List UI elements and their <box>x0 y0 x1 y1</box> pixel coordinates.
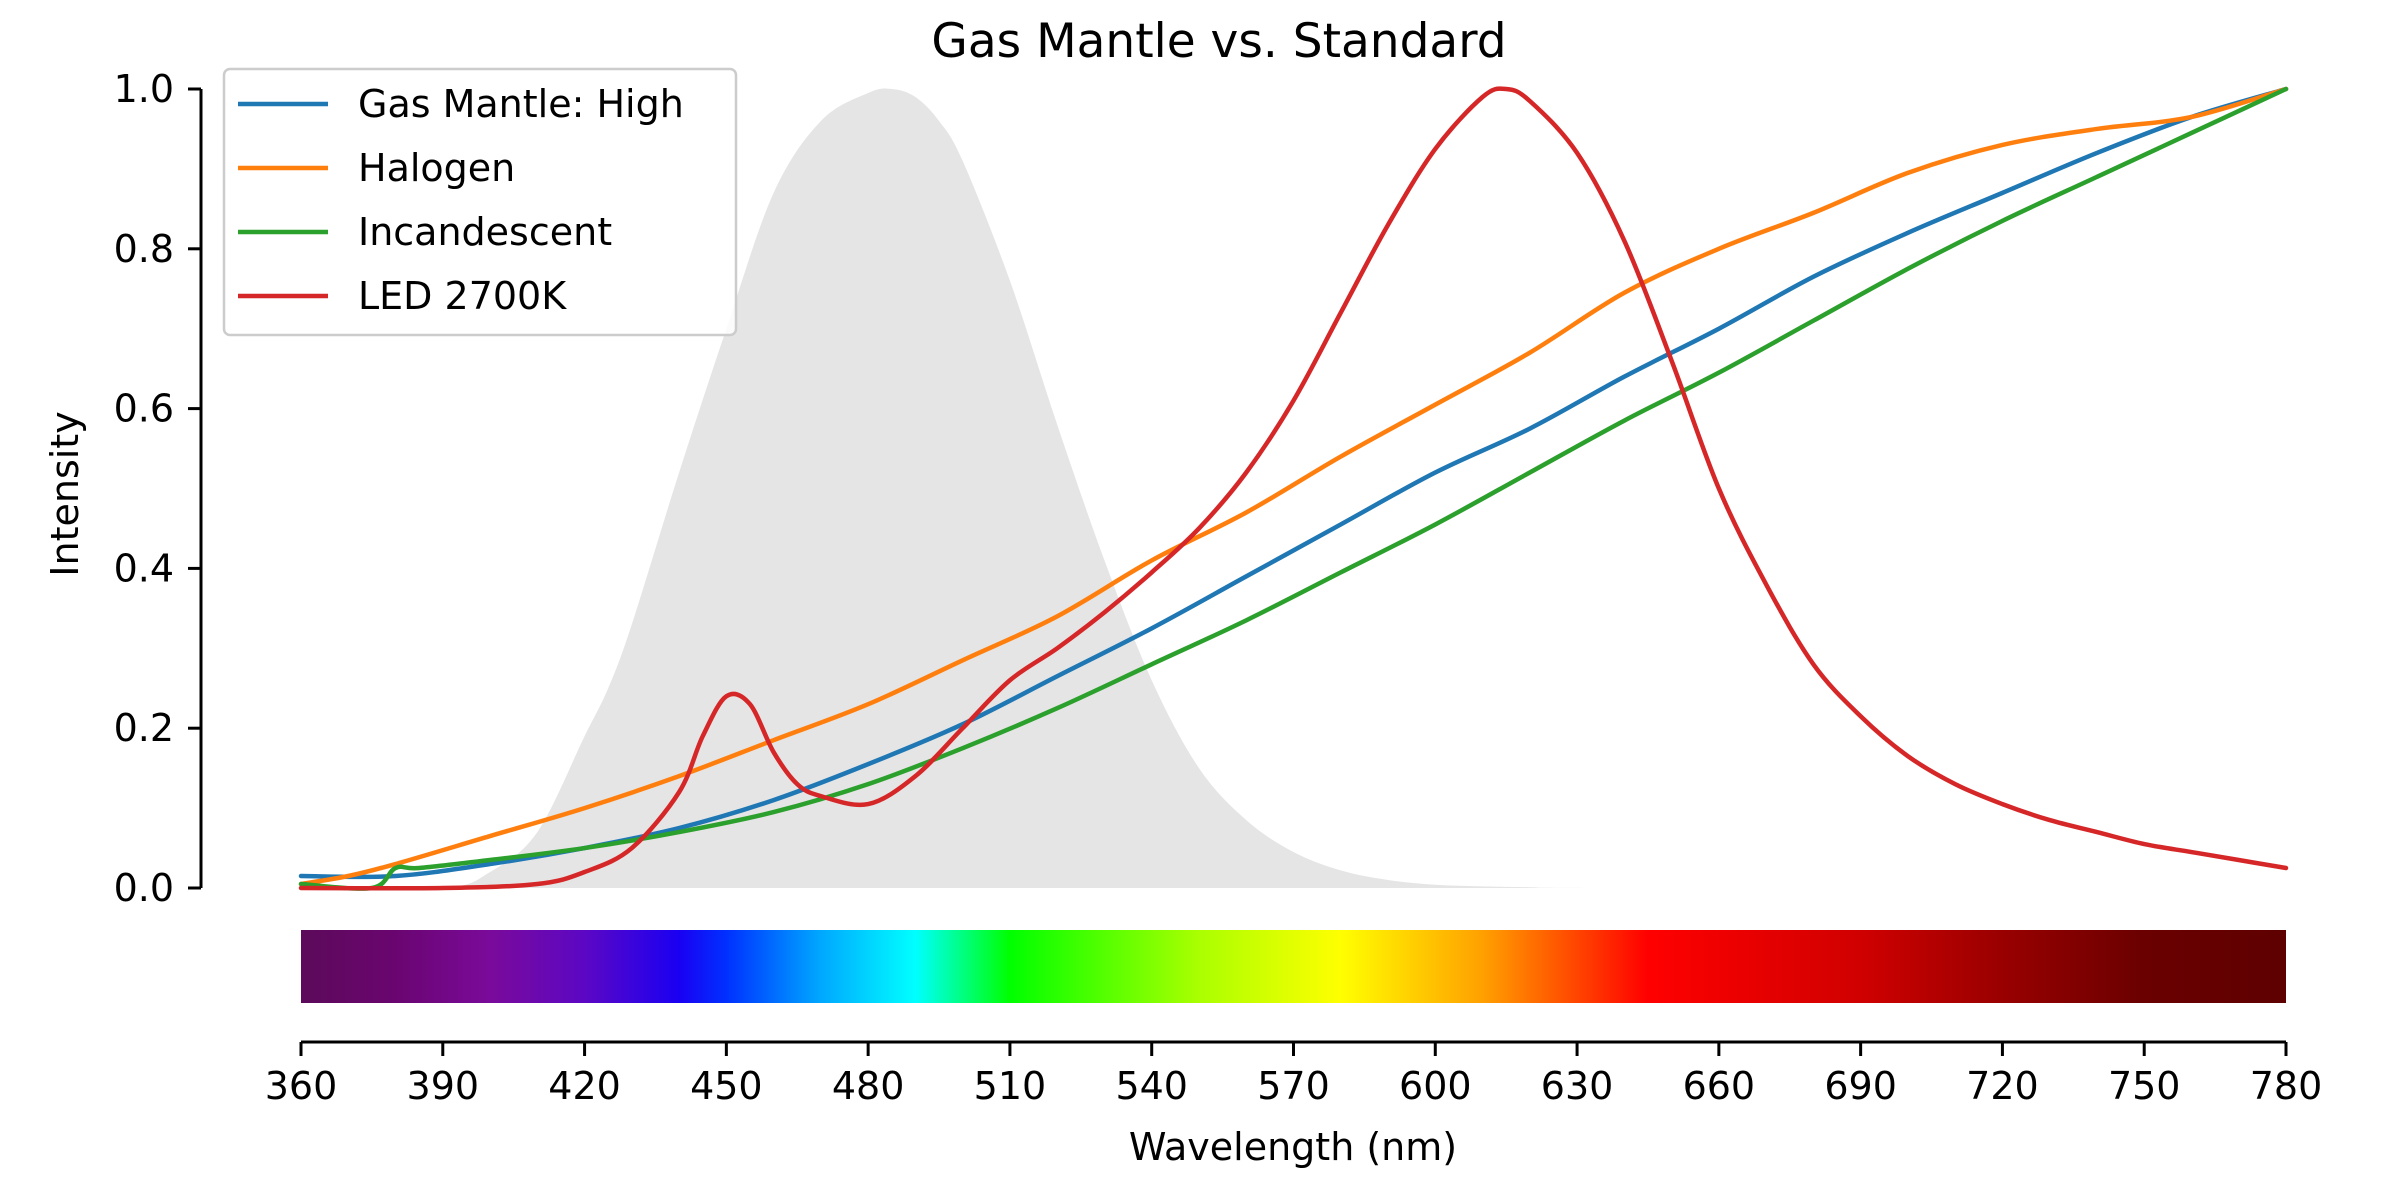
y-tick-label: 0.0 <box>114 866 174 910</box>
x-tick-label: 360 <box>265 1064 338 1108</box>
spectrum-color-bar <box>301 930 2286 1003</box>
x-tick-label: 720 <box>1966 1064 2039 1108</box>
x-tick-label: 630 <box>1541 1064 1614 1108</box>
y-tick-label: 0.6 <box>114 387 174 431</box>
legend: Gas Mantle: High Halogen Incandescent LED 2… <box>222 67 738 337</box>
legend-label: Gas Mantle: High <box>358 82 684 126</box>
legend-frame <box>222 67 738 337</box>
background-curve-layer <box>301 88 2286 890</box>
x-tick-label: 450 <box>690 1064 763 1108</box>
series-line-led-2700k <box>298 86 2289 891</box>
background-sensitivity-area <box>301 88 2286 890</box>
y-tick-label: 0.8 <box>114 227 174 271</box>
y-axis-ticks: 0.0 0.2 0.4 0.6 0.8 1.0 <box>114 67 201 910</box>
x-tick-label: 660 <box>1683 1064 1756 1108</box>
x-axis-ticks: 360 390 420 450 480 510 540 570 600 630 660 690 720 7… <box>265 1042 2323 1108</box>
x-tick-label: 480 <box>832 1064 905 1108</box>
x-tick-label: 510 <box>974 1064 1047 1108</box>
x-tick-label: 600 <box>1399 1064 1472 1108</box>
legend-label: Incandescent <box>358 210 612 254</box>
x-tick-label: 750 <box>2108 1064 2181 1108</box>
series-line-halogen <box>298 86 2289 887</box>
x-axis-label: Wavelength (nm) <box>1129 1125 1457 1169</box>
y-axis-label: Intensity <box>43 411 87 576</box>
series-layer <box>298 86 2289 891</box>
legend-label: LED 2700K <box>358 274 567 318</box>
series-line-gas-mantle-high <box>298 86 2289 880</box>
x-tick-label: 690 <box>1824 1064 1897 1108</box>
y-tick-label: 0.4 <box>114 546 174 590</box>
chart-title: Gas Mantle vs. Standard <box>931 14 1506 69</box>
y-tick-label: 0.2 <box>114 706 174 750</box>
x-tick-label: 540 <box>1115 1064 1188 1108</box>
x-tick-label: 390 <box>407 1064 480 1108</box>
x-tick-label: 570 <box>1257 1064 1330 1108</box>
legend-label: Halogen <box>358 146 515 190</box>
legend-items: Gas Mantle: High Halogen Incandescent LED 2… <box>238 82 684 318</box>
x-tick-label: 780 <box>2250 1064 2323 1108</box>
x-tick-label: 420 <box>548 1064 621 1108</box>
y-tick-label: 1.0 <box>114 67 174 111</box>
series-line-incandescent <box>298 86 2289 891</box>
